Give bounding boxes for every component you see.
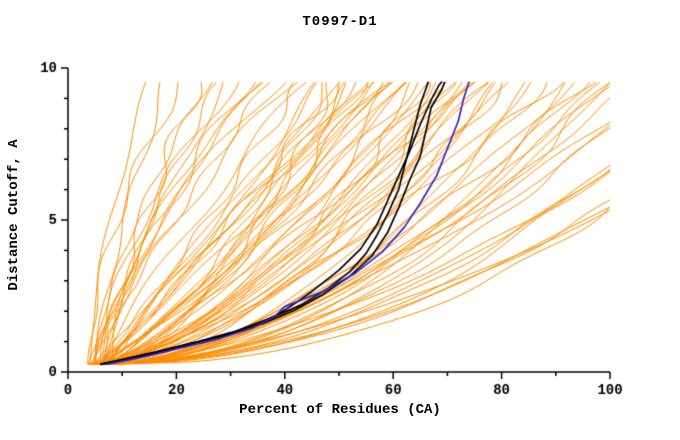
x-axis-label: Percent of Residues (CA) [239, 402, 441, 418]
y-axis-label: Distance Cutoff, A [6, 139, 22, 291]
chart-title: T0997-D1 [302, 14, 378, 30]
